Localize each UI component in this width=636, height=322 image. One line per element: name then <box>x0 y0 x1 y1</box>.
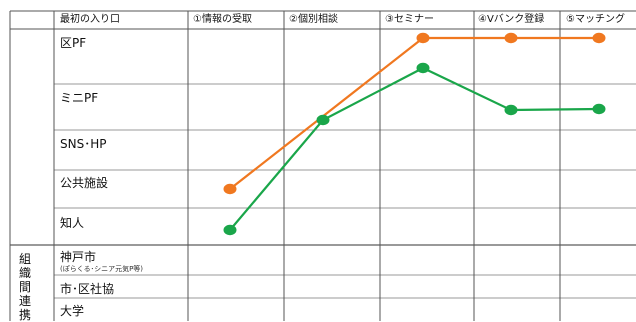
series-orange-line <box>229 36 599 190</box>
row-label-social-welfare: 市･区社協 <box>60 282 115 296</box>
side-label-org-collab: 組織間連携 <box>18 252 31 322</box>
row-label-mini-pf: ミニPF <box>60 91 99 105</box>
row-label-public-facility: 公共施設 <box>60 176 109 190</box>
row-label-acquaintance: 知人 <box>60 216 85 230</box>
green-point-2 <box>316 114 330 126</box>
header-stage-3: ③セミナー <box>385 14 434 25</box>
green-point-4 <box>504 104 518 116</box>
green-point-1 <box>223 224 237 236</box>
orange-point-2 <box>416 32 430 44</box>
green-point-5 <box>592 103 606 115</box>
header-stage-2: ②個別相談 <box>289 14 338 25</box>
orange-point-4 <box>592 32 606 44</box>
row-label-sns-hp: SNS･HP <box>60 137 107 151</box>
row-label-ku-pf: 区PF <box>60 36 87 50</box>
orange-point-1 <box>223 183 237 195</box>
orange-point-3 <box>504 32 518 44</box>
row-sublabel-kobe-city: (ぽらくる･シニア元気P等) <box>60 265 144 273</box>
row-label-university: 大学 <box>60 304 85 318</box>
header-stage-4: ④Vバンク登録 <box>478 14 545 25</box>
header-stage-5: ⑤マッチング <box>566 14 625 25</box>
green-point-3 <box>416 62 430 74</box>
header-stage-1: ①情報の受取 <box>193 14 252 25</box>
header-first-col: 最初の入り口 <box>60 14 120 25</box>
series-green-line <box>229 66 600 231</box>
row-label-kobe-city: 神戸市 <box>60 250 97 264</box>
